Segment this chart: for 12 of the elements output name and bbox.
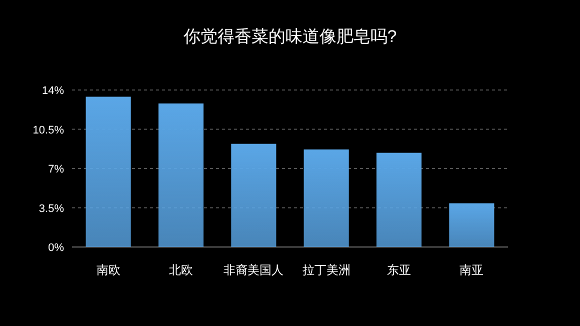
y-tick-label: 7% <box>48 164 64 176</box>
x-tick-label: 非裔美国人 <box>224 263 284 277</box>
chart-title: 你觉得香菜的味道像肥皂吗? <box>182 27 397 46</box>
x-tick-label: 南亚 <box>460 263 484 277</box>
x-tick-label: 北欧 <box>169 263 193 277</box>
x-tick-label: 东亚 <box>387 263 411 277</box>
y-tick-label: 3.5% <box>38 202 64 215</box>
y-tick-label: 0% <box>48 242 64 254</box>
x-tick-label: 拉丁美洲 <box>302 263 350 277</box>
y-tick-label: 14% <box>42 85 64 97</box>
x-tick-label: 南欧 <box>96 263 120 277</box>
y-tick-label: 10.5% <box>32 124 64 136</box>
